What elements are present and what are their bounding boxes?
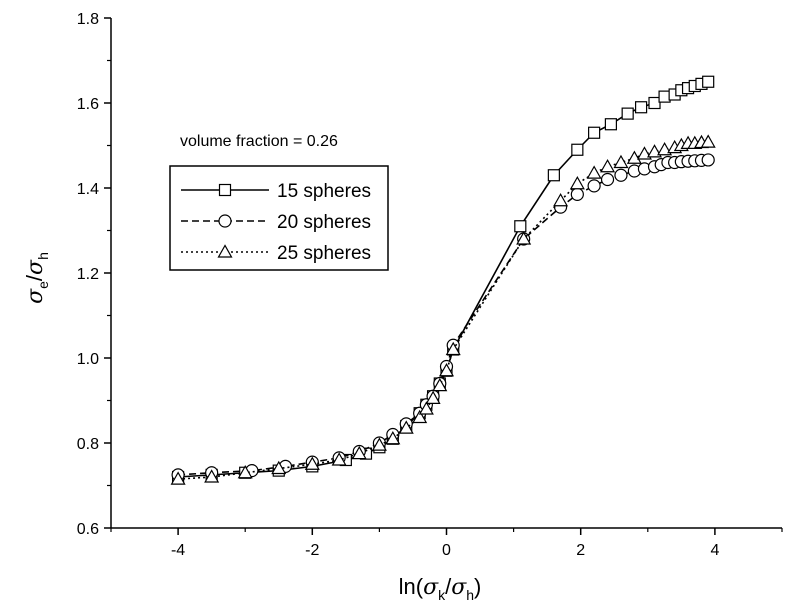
y-tick-label: 1.4 [77,181,99,198]
data-point [621,107,634,120]
legend-label: 25 spheres [277,243,371,264]
x-tick-label: 4 [710,542,719,559]
legend-marker [218,183,232,197]
y-axis-label: σe/σh [22,252,51,304]
data-point [432,377,448,392]
data-point [516,231,532,245]
x-axis-label: ln(σk/σh) [399,574,482,603]
data-point [614,168,628,182]
ticks: -4 -2 0 2 4 0.6 0.8 1.0 1.2 1.4 1.6 1.8 [77,11,783,559]
data-point [636,146,652,160]
legend-items: 15 spheres 20 spheres 25 spheres [181,181,371,264]
data-point [626,150,642,164]
data-point [586,165,602,179]
data-point [304,456,320,470]
data-point [331,452,347,466]
x-tick-label: 0 [442,542,451,559]
data-point [514,220,527,233]
data-point [613,154,629,169]
legend-marker [217,244,233,258]
legend-marker [218,214,232,228]
data-point [569,176,585,190]
data-point [604,118,617,131]
data-point [271,460,287,475]
y-tick-label: 1.8 [77,11,99,28]
data-point [646,144,663,158]
legend-label: 15 spheres [277,181,371,202]
data-point [634,101,648,114]
data-point [398,420,414,434]
y-tick-label: 1.6 [77,96,99,113]
data-point [700,134,716,148]
data-point [418,401,434,415]
data-point [425,390,441,404]
y-tick-label: 0.8 [77,436,99,453]
data-point [445,341,461,356]
data-point [438,363,455,377]
data-point [385,431,401,445]
data-point [600,159,616,173]
annotation: volume fraction = 0.26 [180,133,338,150]
data-point [371,437,387,451]
y-tick-label: 1.2 [77,266,99,283]
data-point [701,153,715,167]
data-point [702,75,715,88]
legend: 15 spheres 20 spheres 25 spheres [169,165,389,271]
data-point [412,409,428,424]
data-point [648,96,661,110]
data-point [204,469,220,483]
series-triangle [170,134,716,485]
data-point [600,172,615,187]
legend-label: 20 spheres [277,212,371,233]
series-layer [170,75,716,485]
data-point [587,179,601,193]
x-tick-label: 2 [576,542,585,559]
data-point [237,465,253,479]
y-tick-label: 0.6 [77,521,99,538]
data-point [553,193,569,207]
x-tick-label: -2 [305,542,319,559]
data-point [657,142,673,156]
x-tick-label: -4 [171,542,185,559]
data-point [351,445,367,460]
data-point [658,90,671,103]
y-tick-label: 1.0 [77,351,99,368]
data-point [588,126,601,139]
data-point [170,471,186,485]
data-point [570,187,584,201]
data-point [571,143,584,156]
data-point [547,169,560,182]
